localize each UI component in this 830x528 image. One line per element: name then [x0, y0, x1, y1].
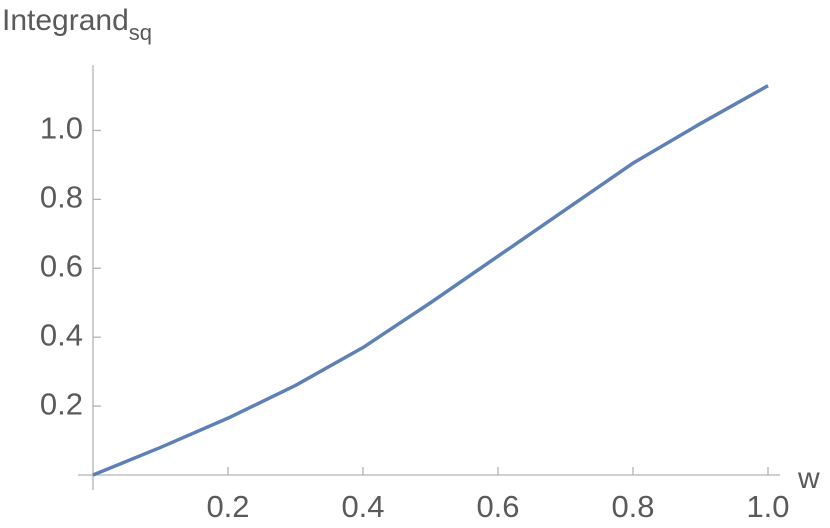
line-series: [92, 84, 769, 477]
y-axis-label: Integrandsq: [2, 4, 152, 45]
y-tick-label: 0.4: [40, 317, 83, 352]
x-tick-label: 1.0: [746, 489, 789, 524]
x-tick-label: 0.6: [476, 489, 519, 524]
x-tick-label: 0.4: [341, 489, 384, 524]
x-tick-label: 0.2: [206, 489, 249, 524]
y-tick-label: 0.8: [40, 180, 83, 215]
x-axis-label: w: [797, 462, 820, 495]
x-tick-label: 0.8: [611, 489, 654, 524]
y-label-main: Integrand: [2, 4, 129, 37]
y-tick-label: 0.6: [40, 248, 83, 283]
y-tick-label: 0.2: [40, 386, 83, 421]
y-label-subscript: sq: [129, 20, 152, 45]
y-tick-label: 1.0: [40, 111, 83, 146]
